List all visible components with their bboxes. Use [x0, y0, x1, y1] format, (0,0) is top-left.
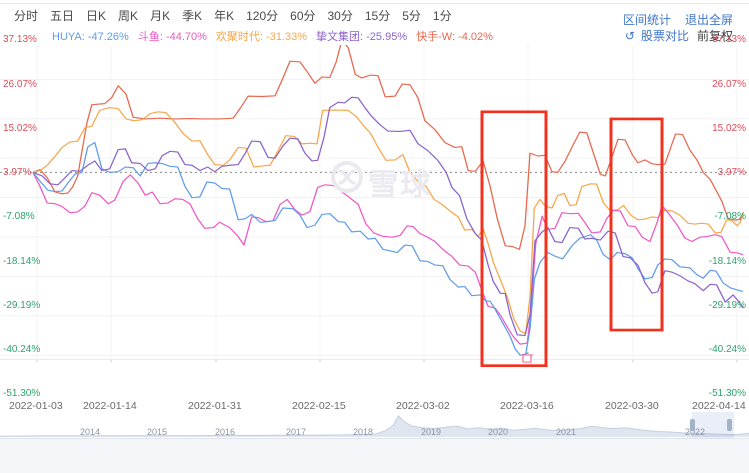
- legend-item-挚文集团: 挚文集团: -25.95%: [316, 31, 408, 43]
- stock-compare-link[interactable]: 股票对比: [640, 29, 689, 43]
- legend-item-斗鱼: 斗鱼: -44.70%: [137, 31, 207, 43]
- toolbar-items: 分时 五日 日K 周K 月K 季K 年K 120分 60分 30分 15分 5分 1分: [0, 7, 452, 24]
- annotation-rect-2[interactable]: [609, 117, 664, 332]
- y-axis-label: 15.02%: [712, 122, 746, 134]
- bottom-bar: 近1月近3月近6月近1年近3年近5年今年以来上市以来: [0, 439, 749, 473]
- toolbar-item-5[interactable]: 月K: [150, 9, 171, 23]
- exit-fullscreen-link[interactable]: 退出全屏: [684, 13, 733, 27]
- y-axis-label: -7.08%: [3, 211, 35, 223]
- interval-stats-link[interactable]: 区间统计: [622, 13, 671, 27]
- y-axis-label: -51.30%: [708, 388, 746, 400]
- y-axis-label: 26.07%: [3, 78, 37, 90]
- series-line-斗鱼: [32, 172, 744, 345]
- series-line-HUYA: [32, 141, 744, 356]
- navigator-right-handle[interactable]: [727, 419, 732, 431]
- comparison-line-chart[interactable]: [0, 45, 749, 412]
- y-axis-label: 37.13%: [712, 34, 746, 46]
- y-axis-label: 37.13%: [3, 34, 37, 46]
- navigator-area-outline: [0, 415, 749, 437]
- series-line-挚文集团: [32, 96, 744, 337]
- y-axis-label: 26.07%: [712, 78, 746, 90]
- series-line-快手-W: [32, 45, 744, 250]
- y-axis-label: -29.19%: [708, 299, 746, 311]
- series-legend: HUYA: -47.26% 斗鱼: -44.70% 欢聚时代: -31.33% 挚文集…: [52, 30, 502, 44]
- annotation-rect-1[interactable]: [480, 110, 548, 368]
- delete-annotation-icon[interactable]: [521, 352, 533, 363]
- navigator-year-2019: 2019: [421, 427, 442, 437]
- toolbar-item-9[interactable]: 60分: [290, 9, 316, 23]
- top-divider: [0, 3, 749, 4]
- x-axis-date-label: 2022-01-14: [83, 400, 137, 412]
- toolbar-item-13[interactable]: 1分: [432, 9, 452, 23]
- navigator-year-2017: 2017: [286, 427, 307, 437]
- x-axis-date-label: 2022-02-15: [292, 400, 346, 412]
- navigator-year-2020: 2020: [488, 427, 509, 437]
- toolbar-item-2[interactable]: 五日: [50, 9, 75, 23]
- toolbar-item-3[interactable]: 日K: [86, 9, 107, 23]
- x-axis-date-label: 2022-01-31: [188, 400, 242, 412]
- series-line-欢聚时代: [32, 106, 744, 335]
- legend-item-HUYA: HUYA: -47.26%: [52, 31, 129, 43]
- y-axis-label: 15.02%: [3, 122, 37, 134]
- y-axis-label: -29.19%: [3, 299, 41, 311]
- x-axis-date-label: 2022-04-14: [692, 400, 746, 412]
- navigator-area: [0, 416, 749, 437]
- undo-icon[interactable]: ↺: [624, 29, 635, 43]
- toolbar-item-10[interactable]: 30分: [327, 9, 353, 23]
- toolbar-item-4[interactable]: 周K: [118, 9, 139, 23]
- toolbar-item-6[interactable]: 季K: [182, 9, 203, 23]
- toolbar-item-8[interactable]: 120分: [246, 9, 279, 23]
- toolbar-item-7[interactable]: 年K: [214, 9, 235, 23]
- y-axis-label: 3.97%: [3, 167, 32, 179]
- y-axis-label: -51.30%: [3, 388, 41, 400]
- y-axis-label: -18.14%: [708, 255, 746, 267]
- navigator-left-handle[interactable]: [690, 419, 695, 431]
- period-toolbar: 分时 五日 日K 周K 月K 季K 年K 120分 60分 30分 15分 5分 1分 区间统计 退出全屏: [0, 4, 749, 28]
- y-axis-label: 3.97%: [717, 167, 746, 179]
- navigator-year-2016: 2016: [215, 427, 236, 437]
- history-navigator[interactable]: [0, 412, 749, 438]
- legend-item-欢聚时代: 欢聚时代: -31.33%: [215, 31, 308, 43]
- legend-item-快手-W: 快手-W: -4.02%: [416, 31, 493, 43]
- y-axis-label: -18.14%: [3, 255, 41, 267]
- x-axis-date-label: 2022-03-30: [605, 400, 659, 412]
- navigator-year-2018: 2018: [353, 427, 374, 437]
- y-axis-label: -40.24%: [3, 343, 41, 355]
- y-axis-label: -40.24%: [708, 343, 746, 355]
- forward-adjust-link[interactable]: 前复权: [696, 29, 733, 43]
- navigator-baseline: [0, 438, 749, 439]
- legend-right-controls: ↺ 股票对比 前复权: [625, 30, 733, 42]
- x-axis-date-label: 2022-03-16: [500, 400, 554, 412]
- toolbar-item-12[interactable]: 5分: [402, 9, 421, 23]
- navigator-year-2015: 2015: [147, 427, 168, 437]
- navigator-year-2022: 2022: [685, 427, 706, 437]
- x-axis-date-label: 2022-03-02: [396, 400, 450, 412]
- toolbar-right-links: 区间统计 退出全屏: [609, 8, 733, 32]
- toolbar-item-1[interactable]: 分时: [14, 9, 39, 23]
- x-axis-date-label: 2022-01-03: [9, 400, 63, 412]
- toolbar-item-11[interactable]: 15分: [364, 9, 391, 23]
- navigator-year-2021: 2021: [556, 427, 577, 437]
- y-axis-label: -7.08%: [714, 211, 746, 223]
- navigator-year-2014: 2014: [80, 427, 101, 437]
